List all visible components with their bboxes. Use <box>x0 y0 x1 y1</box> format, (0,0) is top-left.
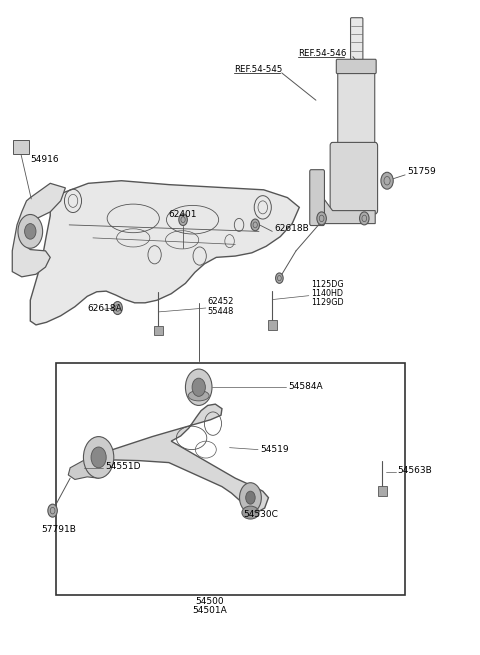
Circle shape <box>246 491 255 504</box>
FancyBboxPatch shape <box>310 170 324 225</box>
Circle shape <box>381 172 393 189</box>
Text: 62618B: 62618B <box>274 225 309 233</box>
Text: 54519: 54519 <box>260 445 288 453</box>
Text: 62401: 62401 <box>168 210 196 219</box>
FancyBboxPatch shape <box>338 65 375 158</box>
Polygon shape <box>68 460 106 479</box>
Text: 62452: 62452 <box>208 297 234 306</box>
Text: 54551D: 54551D <box>105 462 140 471</box>
FancyBboxPatch shape <box>336 60 376 73</box>
Polygon shape <box>30 181 300 325</box>
Circle shape <box>179 214 187 225</box>
FancyBboxPatch shape <box>330 142 378 214</box>
Circle shape <box>251 219 260 231</box>
Polygon shape <box>12 183 65 277</box>
FancyBboxPatch shape <box>350 18 363 72</box>
FancyBboxPatch shape <box>268 320 276 330</box>
Circle shape <box>24 223 36 239</box>
FancyBboxPatch shape <box>13 140 29 154</box>
Text: REF.54-545: REF.54-545 <box>234 66 283 74</box>
FancyBboxPatch shape <box>378 486 386 496</box>
Text: 54584A: 54584A <box>288 383 323 391</box>
Polygon shape <box>313 185 375 223</box>
Text: 57791B: 57791B <box>42 525 76 534</box>
Circle shape <box>113 301 122 314</box>
Circle shape <box>240 483 261 513</box>
Text: 1125DG: 1125DG <box>311 280 343 290</box>
Text: 1140HD: 1140HD <box>311 290 343 298</box>
Text: 54530C: 54530C <box>243 510 278 519</box>
Polygon shape <box>95 404 268 513</box>
Text: 1129GD: 1129GD <box>311 299 343 307</box>
Bar <box>56 363 405 595</box>
Circle shape <box>276 273 283 284</box>
Ellipse shape <box>188 390 209 401</box>
FancyBboxPatch shape <box>154 326 163 335</box>
Text: 62618A: 62618A <box>87 305 122 313</box>
Text: 54500: 54500 <box>195 597 224 605</box>
Circle shape <box>192 378 205 396</box>
Text: 51759: 51759 <box>407 167 436 176</box>
Circle shape <box>185 369 212 405</box>
Circle shape <box>360 212 369 225</box>
Circle shape <box>48 504 57 517</box>
Circle shape <box>91 447 106 468</box>
Text: 54563B: 54563B <box>397 466 432 475</box>
Text: REF.54-546: REF.54-546 <box>298 49 346 58</box>
Circle shape <box>317 212 326 225</box>
Ellipse shape <box>242 506 259 519</box>
Circle shape <box>18 214 43 248</box>
Circle shape <box>84 437 114 478</box>
Text: 54501A: 54501A <box>192 607 227 615</box>
Text: 54916: 54916 <box>30 155 59 164</box>
Text: 55448: 55448 <box>208 307 234 316</box>
